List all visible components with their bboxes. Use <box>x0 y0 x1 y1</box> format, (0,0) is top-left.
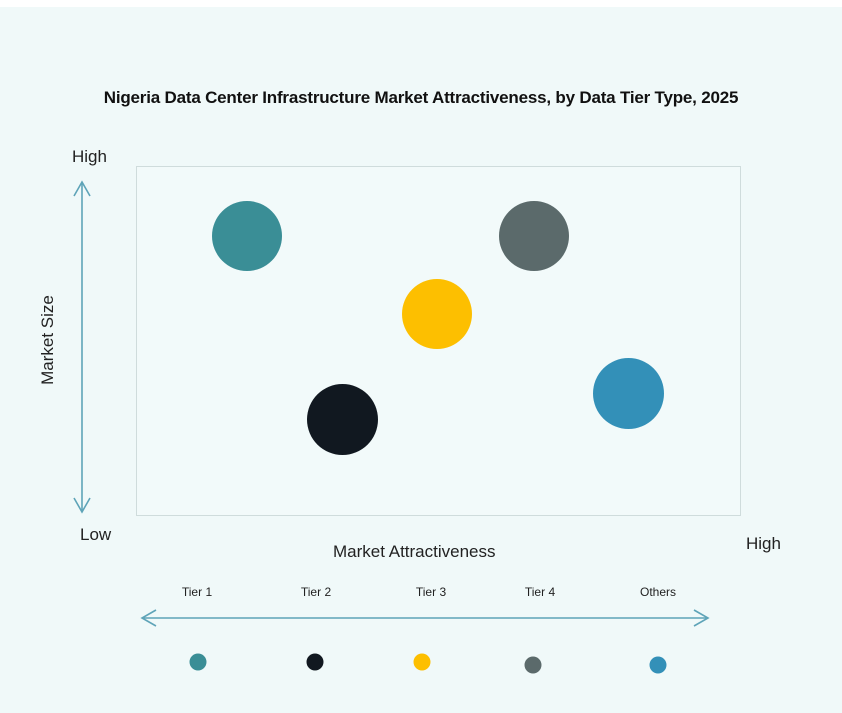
legend-dot-tier-3 <box>413 653 431 671</box>
legend-label-tier-1: Tier 1 <box>181 585 213 599</box>
y-axis-low-label: Low <box>80 525 112 544</box>
horizontal-double-arrow-icon <box>140 609 710 627</box>
vertical-double-arrow-icon <box>73 180 91 514</box>
legend-label-others: Others <box>639 585 677 599</box>
legend-dot-others <box>649 656 667 674</box>
x-axis-high-label: High <box>746 534 781 553</box>
bubble-others <box>593 358 664 429</box>
legend-label-tier-2: Tier 2 <box>300 585 332 599</box>
bubble-tier-2 <box>307 384 378 455</box>
chart-title: Nigeria Data Center Infrastructure Marke… <box>103 88 739 107</box>
legend-label-tier-3: Tier 3 <box>415 585 447 599</box>
legend-label-tier-4: Tier 4 <box>524 585 556 599</box>
legend-dot-tier-2 <box>306 653 324 671</box>
bubble-tier-4 <box>499 201 569 271</box>
y-axis-high-label: High <box>72 147 107 166</box>
bubble-tier-3 <box>402 279 472 349</box>
x-axis-title: Market Attractiveness <box>333 542 496 561</box>
legend-dot-tier-1 <box>189 653 207 671</box>
bubble-tier-1 <box>212 201 282 271</box>
legend-dot-tier-4 <box>524 656 542 674</box>
